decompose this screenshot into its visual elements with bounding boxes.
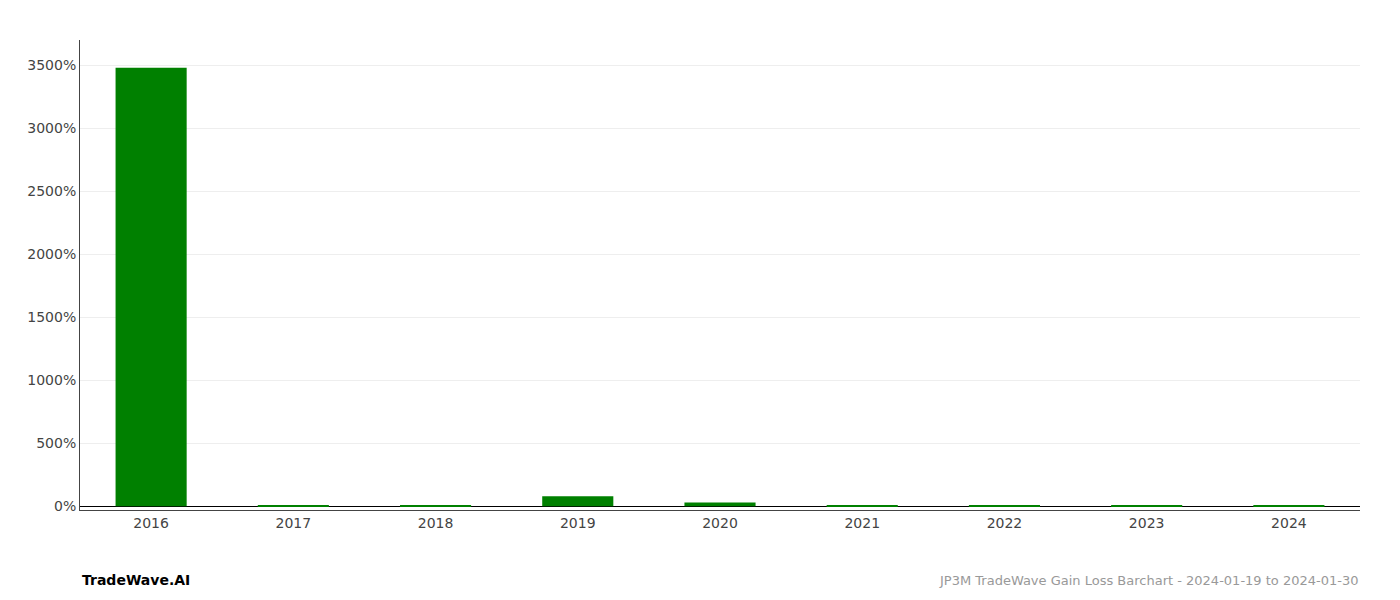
- svg-text:2000%: 2000%: [27, 246, 76, 262]
- svg-text:2019: 2019: [560, 515, 596, 531]
- svg-text:1500%: 1500%: [27, 309, 76, 325]
- svg-text:2016: 2016: [133, 515, 169, 531]
- svg-text:2023: 2023: [1129, 515, 1165, 531]
- svg-text:2018: 2018: [418, 515, 454, 531]
- svg-text:3000%: 3000%: [27, 120, 76, 136]
- svg-text:TradeWave.AI: TradeWave.AI: [82, 572, 190, 588]
- svg-text:2022: 2022: [987, 515, 1023, 531]
- svg-text:500%: 500%: [36, 435, 76, 451]
- svg-text:2021: 2021: [844, 515, 880, 531]
- svg-text:3500%: 3500%: [27, 57, 76, 73]
- svg-text:2020: 2020: [702, 515, 738, 531]
- svg-text:0%: 0%: [54, 498, 76, 514]
- svg-text:2017: 2017: [276, 515, 312, 531]
- svg-text:2500%: 2500%: [27, 183, 76, 199]
- svg-text:JP3M TradeWave Gain Loss Barch: JP3M TradeWave Gain Loss Barchart - 2024…: [939, 573, 1358, 588]
- svg-text:1000%: 1000%: [27, 372, 76, 388]
- svg-text:2024: 2024: [1271, 515, 1307, 531]
